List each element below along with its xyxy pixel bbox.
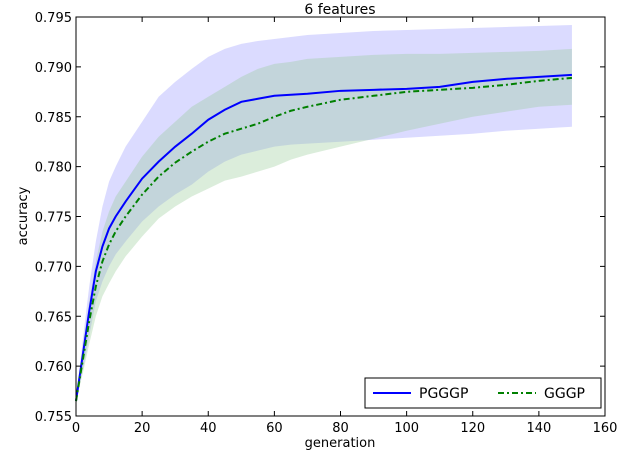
x-tick-label: 20 (134, 421, 151, 436)
legend: PGGGP GGGP (364, 377, 602, 409)
x-tick-label: 40 (200, 421, 217, 436)
y-tick-label: 0.755 (35, 410, 72, 425)
y-tick-label: 0.775 (35, 211, 72, 226)
y-axis-label: accuracy (16, 186, 31, 245)
y-tick-label: 0.795 (35, 11, 72, 26)
x-axis-label: generation (305, 436, 376, 451)
series-lines (75, 73, 573, 402)
line-gggp (75, 76, 573, 402)
y-tick-label: 0.780 (35, 161, 72, 176)
x-tick-label: 100 (394, 421, 419, 436)
chart-title: 6 features (304, 2, 375, 18)
x-tick-label: 0 (72, 421, 80, 436)
legend-label-gggp: GGGP (544, 386, 585, 402)
line-pgggp (75, 73, 572, 402)
confidence-bands (76, 24, 572, 402)
y-tick-label: 0.760 (35, 360, 72, 375)
band-pgggp (76, 24, 572, 402)
x-tick-label: 140 (526, 421, 551, 436)
y-tick-label: 0.770 (35, 260, 72, 275)
y-tick-label: 0.790 (35, 61, 72, 76)
x-tick-label: 120 (460, 421, 485, 436)
x-tick-label: 80 (332, 421, 349, 436)
y-tick-label: 0.785 (35, 111, 72, 126)
legend-label-pgggp: PGGGP (419, 386, 468, 402)
band-gggp (76, 48, 572, 402)
axis-ticks: 0 20 40 60 80 100 120 140 160 0.755 0.760 0.765 0.77… (35, 11, 618, 436)
x-tick-label: 160 (593, 421, 618, 436)
y-tick-label: 0.765 (35, 310, 72, 325)
x-tick-label: 60 (266, 421, 283, 436)
